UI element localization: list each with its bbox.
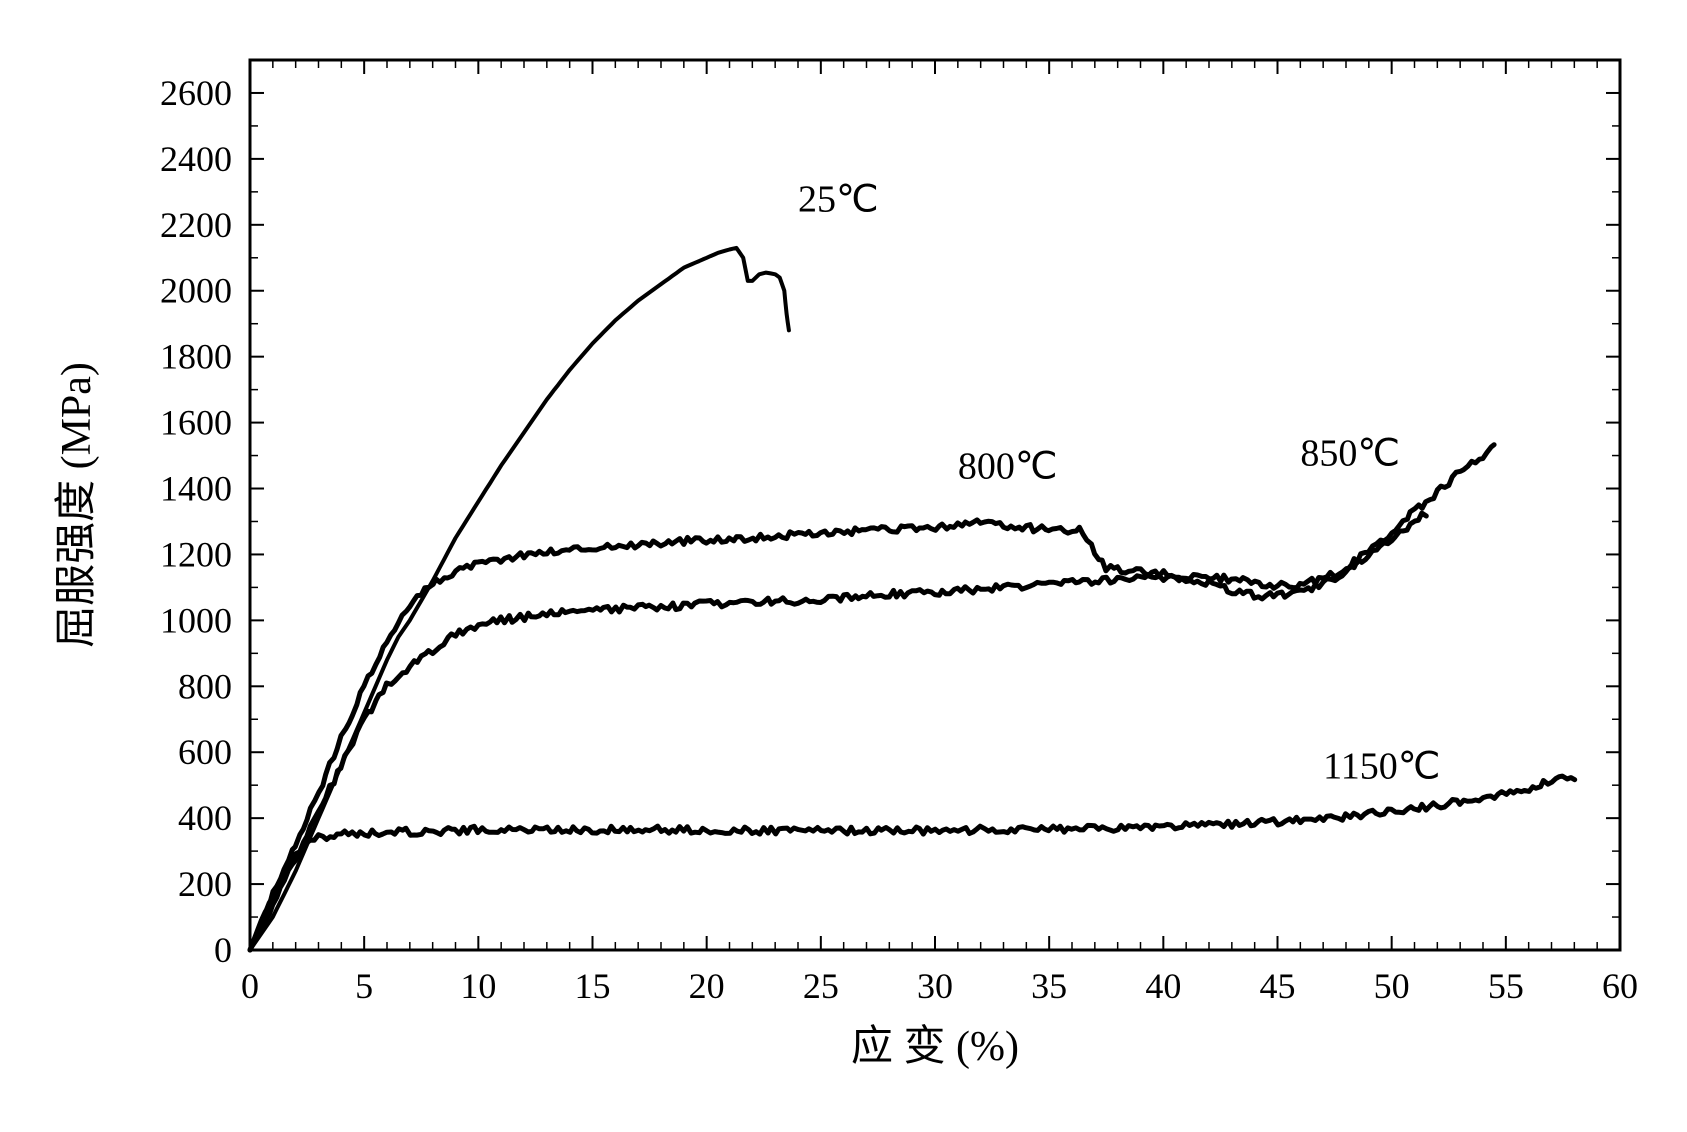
stress-strain-chart: 0510152025303540455055600200400600800100…	[0, 0, 1687, 1132]
y-tick-label: 1400	[160, 469, 232, 509]
x-tick-label: 20	[689, 966, 725, 1006]
x-tick-label: 60	[1602, 966, 1638, 1006]
x-tick-label: 15	[575, 966, 611, 1006]
series-label-1150C: 1150℃	[1323, 746, 1440, 788]
x-tick-label: 50	[1374, 966, 1410, 1006]
y-tick-label: 1000	[160, 600, 232, 640]
y-tick-label: 400	[178, 798, 232, 838]
x-tick-label: 10	[460, 966, 496, 1006]
y-tick-label: 2200	[160, 205, 232, 245]
x-tick-label: 40	[1145, 966, 1181, 1006]
x-tick-label: 5	[355, 966, 373, 1006]
y-tick-label: 600	[178, 732, 232, 772]
x-tick-label: 25	[803, 966, 839, 1006]
y-tick-label: 2600	[160, 73, 232, 113]
series-label-800C: 800℃	[958, 446, 1058, 488]
x-axis-label: 应 变 (%)	[851, 1023, 1019, 1070]
chart-container: 0510152025303540455055600200400600800100…	[0, 0, 1687, 1132]
x-tick-label: 55	[1488, 966, 1524, 1006]
x-tick-label: 45	[1260, 966, 1296, 1006]
y-tick-label: 0	[214, 930, 232, 970]
series-label-850C: 850℃	[1300, 432, 1400, 474]
x-tick-label: 0	[241, 966, 259, 1006]
x-tick-label: 30	[917, 966, 953, 1006]
y-tick-label: 2400	[160, 139, 232, 179]
series-label-25C: 25℃	[798, 179, 879, 221]
y-tick-label: 800	[178, 666, 232, 706]
y-tick-label: 1800	[160, 337, 232, 377]
y-tick-label: 2000	[160, 271, 232, 311]
x-tick-label: 35	[1031, 966, 1067, 1006]
y-tick-label: 1600	[160, 403, 232, 443]
y-axis-label: 屈服强度 (MPa)	[54, 362, 100, 648]
y-tick-label: 200	[178, 864, 232, 904]
y-tick-label: 1200	[160, 534, 232, 574]
